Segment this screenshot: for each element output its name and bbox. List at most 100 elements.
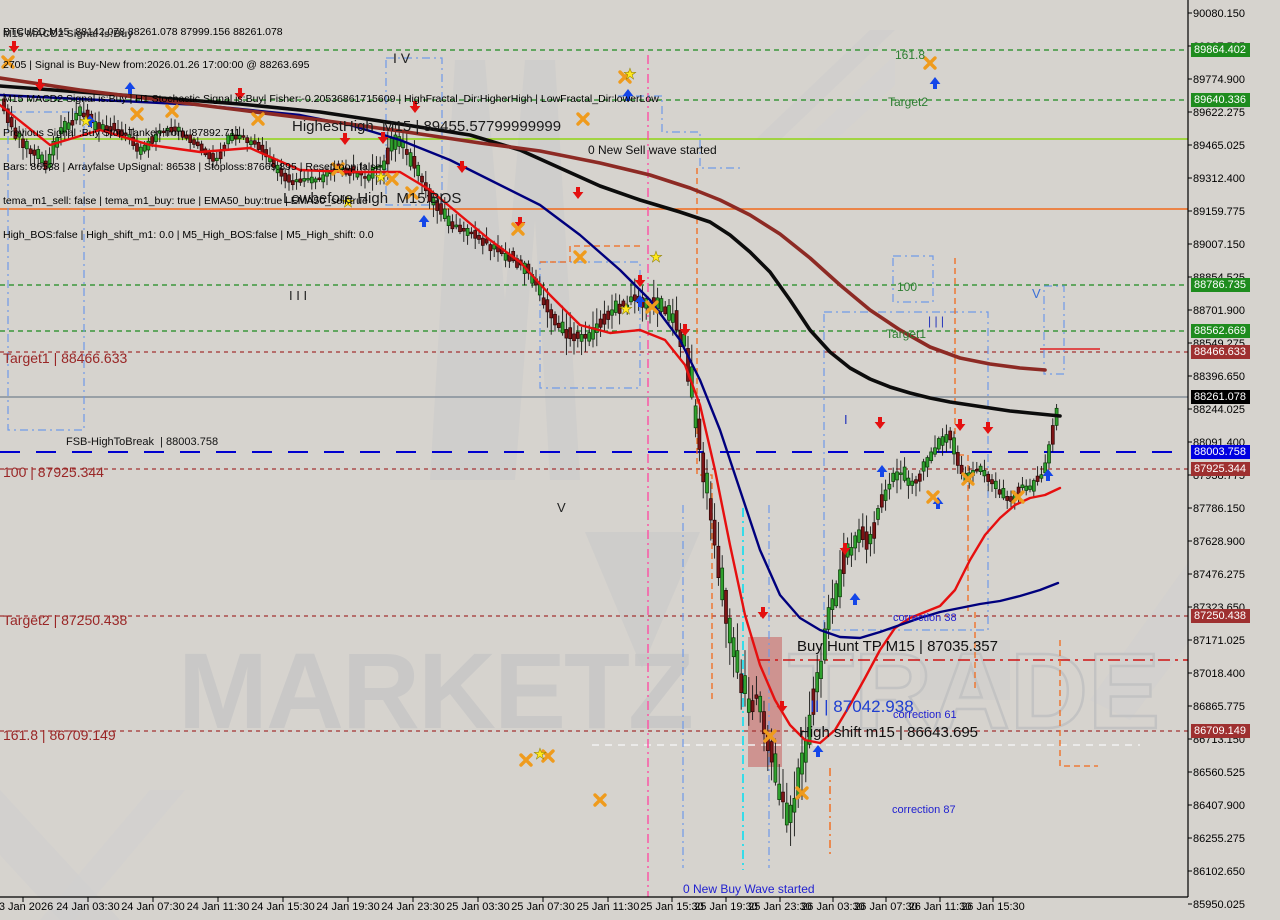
- buy-arrow-icon: [124, 82, 136, 94]
- star-icon: ★: [533, 746, 546, 763]
- price-tick-label: 90080.150: [1193, 8, 1245, 20]
- price-level-badge: 88562.669: [1191, 324, 1250, 338]
- ohlc-title: BTCUSD,M15 88142.078 88261.078 87999.156…: [3, 25, 283, 38]
- fractal-x-icon: [1011, 490, 1025, 504]
- ma-ema-slow-black: [0, 84, 1062, 418]
- bars-line: Bars: 86538 | Arrayfalse UpSignal: 86538…: [3, 161, 382, 174]
- signal-markers: ★ ★ ★ ★ ★ ★ ★: [1, 41, 1054, 807]
- fractal-x-icon: [165, 104, 179, 118]
- sell-arrow-icon: [572, 187, 584, 199]
- time-tick-label: 26 Jan 15:30: [961, 901, 1025, 913]
- time-tick-label: 25 Jan 03:30: [446, 901, 510, 913]
- correction-61-label: correction 61: [893, 709, 957, 721]
- target1-price-label: Target1 | 88466.633: [3, 350, 128, 366]
- wave-v-blue: V: [1032, 286, 1041, 301]
- price-tick-label: 86255.275: [1193, 833, 1245, 845]
- price-tick-label: 89312.400: [1193, 173, 1245, 185]
- buy-arrow-icon: [84, 115, 96, 127]
- price-level-badge: 88466.633: [1191, 345, 1250, 359]
- price-level-badge: 88786.735: [1191, 278, 1250, 292]
- price-level-badge: 86709.149: [1191, 724, 1250, 738]
- fractal-x-icon: [645, 300, 659, 314]
- sell-arrow-icon: [757, 607, 769, 619]
- time-tick-label: 23 Jan 2026: [0, 901, 54, 913]
- sell-arrow-icon: [8, 41, 20, 53]
- moving-averages: [0, 76, 1062, 745]
- sell-arrow-icon: [839, 543, 851, 555]
- fractal-x-icon: [923, 56, 937, 70]
- wave-i-blue: I: [844, 412, 848, 427]
- fib-target1-label: Target1: [886, 327, 927, 341]
- fractal-x-icon: [573, 250, 587, 264]
- target2-price-label: Target2 | 87250.438: [3, 612, 128, 628]
- time-tick-label: 24 Jan 07:30: [121, 901, 185, 913]
- fractal-x-icon: [961, 472, 975, 486]
- wave-v: V: [557, 500, 566, 515]
- price-tick-label: 87476.275: [1193, 569, 1245, 581]
- price-tick-label: 89622.275: [1193, 107, 1245, 119]
- sell-arrow-icon: [377, 132, 389, 144]
- ma-lwma-fast-red: [0, 103, 1062, 745]
- star-icon: ★: [79, 113, 92, 130]
- sell-arrow-icon: [874, 417, 886, 429]
- buy-arrow-icon: [812, 745, 824, 757]
- tema-line: tema_m1_sell: false | tema_m1_buy: true …: [3, 195, 368, 208]
- fractal-x-icon: [511, 222, 525, 236]
- buy-arrow-icon: [418, 215, 430, 227]
- time-tick-label: 25 Jan 15:30: [640, 901, 704, 913]
- time-tick-label: 25 Jan 11:30: [576, 901, 640, 913]
- fractal-x-icon: [593, 793, 607, 807]
- previous-signal-line: Previous Signal :Buy Stop-Tanken from: 8…: [3, 127, 241, 140]
- sell-arrow-icon: [409, 101, 421, 113]
- ma-trend-maroon: [0, 76, 1047, 372]
- time-tick-label: 24 Jan 11:30: [186, 901, 250, 913]
- correction-38-label: correction 38: [893, 612, 957, 624]
- price-level-badge: 88261.078: [1191, 390, 1250, 404]
- time-tick-label: 25 Jan 19:30: [694, 901, 758, 913]
- price-tick-label: 89159.775: [1193, 206, 1245, 218]
- fractal-x-icon: [331, 162, 345, 176]
- price-level-badge: 87925.344: [1191, 462, 1250, 476]
- price-tick-label: 88244.025: [1193, 404, 1245, 416]
- fractal-x-icon: [251, 112, 265, 126]
- price-tick-label: 87628.900: [1193, 536, 1245, 548]
- star-icon: ★: [649, 249, 662, 266]
- fractal-x-icon: [541, 749, 555, 763]
- fib-target2-label: Target2: [888, 95, 929, 109]
- buy-hunt-tp-label: Buy Hunt TP M15 | 87035.357: [797, 638, 998, 655]
- sell-arrow-icon: [514, 217, 526, 229]
- correction-87-label: correction 87: [892, 804, 956, 816]
- price-level-badge: 87250.438: [1191, 609, 1250, 623]
- price-level-badge: 89640.336: [1191, 93, 1250, 107]
- sell-arrow-icon: [679, 324, 691, 336]
- fractal-x-icon: [795, 786, 809, 800]
- sell-arrow-icon: [982, 422, 994, 434]
- star-icon: ★: [619, 301, 632, 318]
- time-tick-label: 26 Jan 03:30: [801, 901, 865, 913]
- time-tick-label: 25 Jan 07:30: [511, 901, 575, 913]
- ma-ema-mid-navy: [0, 93, 1060, 640]
- price-tick-label: 89007.150: [1193, 239, 1245, 251]
- time-tick-label: 26 Jan 07:30: [854, 901, 918, 913]
- sell-arrow-icon: [234, 88, 246, 100]
- price-tick-label: 86560.525: [1193, 767, 1245, 779]
- high-shift-label: High shift m15 | 86643.695: [799, 724, 979, 741]
- watermark-marketz: MARKETZ: [178, 630, 692, 751]
- level100-price-label: 100 | 87925.344: [3, 464, 104, 480]
- fsb-label: FSB-HighToBreak | 88003.758: [66, 436, 219, 448]
- fractal-x-icon: [926, 490, 940, 504]
- signal-line: 2705 | Signal is Buy-New from:2026.01.26…: [3, 59, 310, 72]
- watermark-trade: TRADE: [788, 630, 1160, 751]
- sell-arrow-icon: [34, 79, 46, 91]
- buy-arrow-icon: [634, 295, 646, 307]
- overlapping-text: M15 MACD2 Signal is:Buy: [3, 28, 134, 40]
- star-icon: ★: [623, 66, 636, 83]
- fib-161-label: 161.8: [895, 48, 926, 62]
- fractal-x-icon: [519, 753, 533, 767]
- sell-arrow-icon: [954, 419, 966, 431]
- price-tick-label: 87018.400: [1193, 668, 1245, 680]
- star-icon: ★: [374, 169, 387, 186]
- sell-arrow-icon: [634, 275, 646, 287]
